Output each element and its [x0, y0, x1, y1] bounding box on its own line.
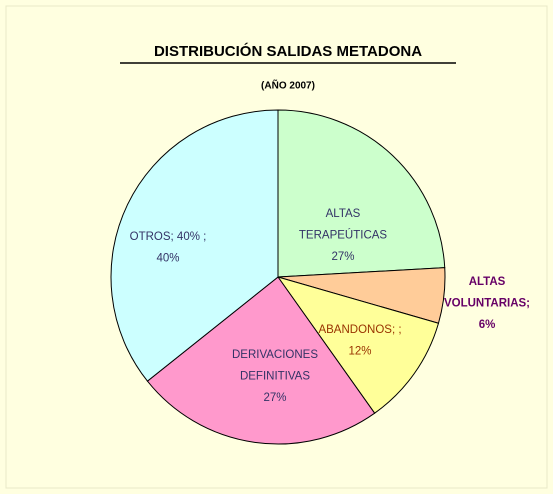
chart-title: DISTRIBUCIÓN SALIDAS METADONA: [154, 42, 422, 60]
frame: [5, 5, 548, 489]
slice-label: OTROS; 40% ;: [130, 231, 207, 243]
slice-label: DERIVACIONES: [232, 349, 318, 361]
slice-value-label: 27%: [331, 251, 354, 263]
slice-label: DEFINITIVAS: [240, 371, 310, 383]
pie-slice: [146, 276, 376, 445]
slice-value-label: 40%: [156, 253, 179, 265]
pie-slice: [110, 109, 279, 382]
pie-slice: [276, 276, 440, 414]
slice-value-label: 12%: [348, 346, 371, 358]
slice-value-label: 6%: [479, 319, 496, 331]
slice-label: ALTAS: [469, 276, 506, 288]
chart-subtitle: (AÑO 2007): [261, 79, 315, 92]
slice-label: ALTAS: [326, 208, 361, 220]
slice-label: TERAPEÚTICAS: [299, 229, 388, 242]
pie-slice: [277, 109, 446, 278]
slice-value-label: 27%: [263, 392, 286, 404]
slice-label: ABANDONOS; ;: [318, 324, 401, 336]
slice-label: VOLUNTARIAS;: [444, 298, 530, 310]
